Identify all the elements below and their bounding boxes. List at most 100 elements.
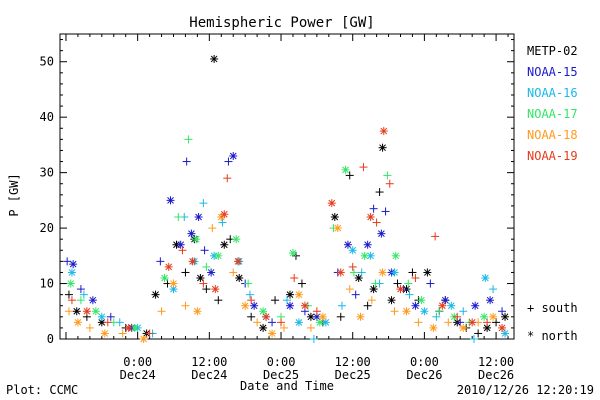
data-point <box>498 307 507 316</box>
data-point <box>366 251 375 260</box>
data-point <box>210 54 219 63</box>
data-points <box>63 54 510 343</box>
plot-area-frame <box>59 33 515 340</box>
data-point <box>199 279 208 288</box>
data-point <box>383 171 392 180</box>
data-point <box>330 213 339 221</box>
data-point <box>420 307 429 316</box>
data-point <box>402 307 411 316</box>
data-point <box>391 251 400 260</box>
data-point <box>139 335 148 343</box>
y-tick-label: 40 <box>40 110 54 124</box>
data-point <box>405 290 414 299</box>
data-point <box>262 312 271 321</box>
data-point <box>288 249 297 258</box>
data-point <box>187 229 196 238</box>
data-point <box>396 285 405 294</box>
data-point <box>444 318 453 327</box>
data-point <box>76 296 85 305</box>
y-tick-label: 30 <box>40 166 54 180</box>
data-point <box>73 318 82 327</box>
data-point <box>345 171 354 180</box>
plot-timestamp: 2010/12/26 12:20:19 <box>457 383 594 397</box>
x-tick-label-time: 12:00 <box>335 355 371 369</box>
data-point <box>429 323 438 332</box>
data-point <box>63 257 72 266</box>
data-point <box>188 257 197 266</box>
data-point <box>169 279 178 288</box>
legend-entry: NOAA-17 <box>527 107 578 121</box>
data-point <box>480 312 489 321</box>
data-point <box>178 246 187 255</box>
data-point <box>414 318 423 327</box>
data-point <box>220 240 229 249</box>
data-point <box>367 296 376 305</box>
data-point <box>501 312 510 321</box>
data-point <box>91 307 100 316</box>
data-point <box>66 279 75 288</box>
x-tick-label-time: 0:00 <box>410 355 439 369</box>
data-point <box>103 318 112 327</box>
data-point <box>300 301 309 310</box>
data-point <box>432 312 441 321</box>
marker-legend-entry: + south <box>527 301 578 315</box>
data-point <box>345 285 354 294</box>
data-point <box>202 262 211 271</box>
data-point <box>268 329 277 338</box>
legend-entry: NOAA-16 <box>527 86 578 100</box>
data-point <box>327 199 336 208</box>
x-tick-label-time: 12:00 <box>191 355 227 369</box>
data-point <box>453 312 462 321</box>
data-point <box>489 285 498 294</box>
data-point <box>378 143 387 152</box>
x-tick-label-date: Dec25 <box>335 368 371 382</box>
x-tick-label-time: 12:00 <box>478 355 514 369</box>
data-point <box>357 268 366 277</box>
data-point <box>214 251 223 260</box>
data-point <box>199 199 208 208</box>
x-tick-label-date: Dec26 <box>478 368 514 382</box>
data-point <box>100 329 109 338</box>
data-point <box>447 301 456 310</box>
data-point <box>423 268 432 277</box>
data-point <box>69 260 78 269</box>
data-point <box>498 323 507 332</box>
data-point <box>124 323 133 332</box>
y-axis-label: P [GW] <box>7 173 21 216</box>
x-tick-label-date: Dec24 <box>191 368 227 382</box>
y-tick-label: 10 <box>40 277 54 291</box>
data-point <box>268 318 277 327</box>
data-point <box>181 301 190 310</box>
data-point <box>309 335 318 343</box>
legend-entry: NOAA-18 <box>527 128 578 142</box>
data-point <box>235 274 244 282</box>
data-point <box>312 307 321 316</box>
data-point <box>337 301 346 310</box>
data-point <box>229 152 238 160</box>
data-point <box>166 196 175 205</box>
x-tick-label-time: 0:00 <box>267 355 296 369</box>
data-point <box>164 262 173 271</box>
data-point <box>174 213 183 221</box>
data-point <box>229 268 238 277</box>
data-point <box>253 318 262 327</box>
data-point <box>259 323 268 332</box>
data-point <box>214 296 223 305</box>
data-point <box>224 157 233 166</box>
data-point <box>404 279 413 288</box>
data-point <box>97 312 106 321</box>
x-tick-label-date: Dec24 <box>120 368 156 382</box>
data-point <box>271 296 280 305</box>
data-point <box>390 307 399 316</box>
data-point <box>211 285 220 294</box>
data-point <box>151 290 160 299</box>
data-point <box>349 268 358 277</box>
data-point <box>417 296 426 305</box>
data-point <box>182 157 191 166</box>
data-point <box>285 301 294 310</box>
data-point <box>277 318 286 327</box>
data-point <box>200 246 209 255</box>
legend-entry: NOAA-15 <box>527 65 578 79</box>
data-point <box>118 329 127 338</box>
data-point <box>474 329 483 338</box>
